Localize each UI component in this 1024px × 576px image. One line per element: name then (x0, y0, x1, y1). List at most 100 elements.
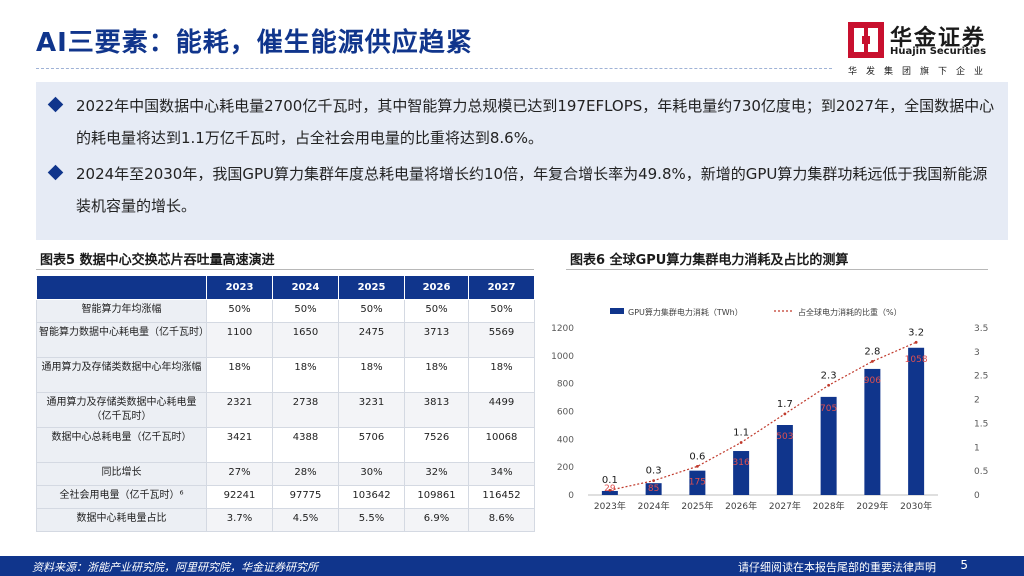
line-data-label: 0.3 (646, 466, 662, 477)
page-number: 5 (960, 558, 968, 572)
table-cell: 1650 (272, 322, 339, 358)
line-data-label: 0.6 (689, 451, 705, 462)
legend-bar-label: GPU算力集群电力消耗（TWh） (628, 307, 743, 317)
row-label: 全社会用电量（亿千瓦时）⁶ (36, 485, 207, 509)
table-header-cell: 2027 (468, 275, 535, 300)
line-point (608, 488, 612, 492)
table-cell: 6.9% (404, 508, 469, 532)
table-cell: 50% (206, 299, 273, 323)
bar-data-label: 175 (689, 478, 706, 488)
x-tick-label: 2024年 (638, 500, 670, 512)
table-cell: 28% (272, 462, 339, 486)
chart-bar (908, 347, 925, 495)
row-label: 数据中心总耗电量（亿千瓦时） (36, 427, 207, 463)
bar-data-label: 85 (648, 484, 659, 494)
table-cell: 5.5% (338, 508, 405, 532)
row-label: 智能算力数据中心耗电量（亿千瓦时） (36, 322, 209, 358)
y-left-tick-label: 1200 (551, 324, 574, 334)
y-right-tick-label: 1 (974, 443, 980, 453)
y-right-tick-label: 2.5 (974, 372, 988, 382)
line-point (827, 383, 831, 387)
line-point (739, 441, 743, 444)
table-cell: 18% (338, 357, 405, 393)
y-left-tick-label: 400 (557, 435, 574, 445)
table-cell: 3421 (206, 427, 273, 463)
logo-english-name: Huajin Securities (890, 46, 987, 57)
table-row: 全社会用电量（亿千瓦时）⁶ 92241 97775 103642 109861 … (36, 485, 535, 509)
table-cell: 2475 (338, 322, 405, 358)
bar-data-label: 316 (733, 458, 750, 468)
table-cell: 27% (206, 462, 273, 486)
huajin-logo-icon (848, 22, 884, 58)
x-tick-label: 2027年 (769, 500, 801, 512)
table-header-cell: 2023 (206, 275, 273, 300)
bar-data-label: 705 (820, 404, 837, 414)
table-header-cell: 2024 (272, 275, 339, 300)
diamond-bullet-icon (47, 96, 64, 113)
bar-data-label: 906 (864, 376, 881, 386)
chart-bar (601, 490, 618, 495)
table-cell: 5569 (468, 322, 535, 358)
summary-bullet-text: 2024年至2030年，我国GPU算力集群年度总耗电量将增长约10倍，年复合增长… (76, 165, 988, 215)
bar-data-label: 503 (776, 432, 793, 442)
chart-bar (864, 368, 881, 495)
header-divider (36, 68, 832, 69)
table-cell: 3713 (404, 322, 469, 358)
table-cell: 8.6% (468, 508, 535, 532)
table-cell: 50% (468, 299, 535, 323)
y-left-tick-label: 1000 (551, 352, 574, 362)
legend-line-label: 占全球电力消耗的比重（%） (798, 307, 902, 317)
line-point (652, 479, 656, 483)
table-header-cell: 2026 (404, 275, 469, 300)
power-consumption-table: 2023 2024 2025 2026 2027 智能算力年均涨幅 50% 50… (36, 275, 535, 532)
table-row: 同比增长 27% 28% 30% 32% 34% (36, 462, 535, 486)
page-title: AI三要素：能耗，催生能源供应趋紧 (36, 28, 473, 58)
table-cell: 97775 (272, 485, 339, 509)
footer-bar: 资料来源：浙能产业研究院，阿里研究院，华金证券研究所 请仔细阅读在本报告尾部的重… (0, 556, 1024, 576)
table-cell: 2738 (272, 392, 339, 428)
line-data-label: 1.1 (733, 428, 749, 439)
chart-bar (645, 483, 662, 495)
line-point (914, 340, 918, 344)
legend-bar-swatch (610, 308, 624, 314)
table-row: 智能算力年均涨幅 50% 50% 50% 50% 50% (36, 299, 535, 323)
company-logo: 华金证券 Huajin Securities 华发集团旗下企业 (848, 18, 1008, 78)
x-tick-label: 2023年 (594, 500, 626, 512)
table-cell: 4499 (468, 392, 535, 428)
chart-bar (733, 451, 750, 495)
y-left-tick-label: 800 (557, 380, 574, 390)
diamond-bullet-icon (47, 164, 64, 181)
table-section-title: 图表5 数据中心交换芯片吞吐量高速演进 (40, 253, 275, 268)
table-cell: 3.7% (206, 508, 273, 532)
chart-title-underline (566, 269, 988, 270)
line-point (695, 464, 699, 468)
chart-line-series (609, 341, 917, 491)
table-cell: 92241 (206, 485, 273, 509)
chart-bar (820, 396, 837, 495)
table-cell: 18% (206, 357, 273, 393)
footer-disclaimer: 请仔细阅读在本报告尾部的重要法律声明 (738, 561, 936, 574)
y-right-tick-label: 0.5 (974, 467, 988, 477)
row-label: 通用算力及存储类数据中心年均涨幅 (36, 357, 207, 393)
line-data-label: 2.3 (821, 370, 837, 381)
table-cell: 116452 (468, 485, 535, 509)
table-cell: 30% (338, 462, 405, 486)
table-cell: 18% (272, 357, 339, 393)
row-label: 通用算力及存储类数据中心耗电量（亿千瓦时） (36, 392, 207, 428)
table-row: 智能算力数据中心耗电量（亿千瓦时） 1100 1650 2475 3713 55… (36, 322, 535, 358)
table-cell: 2321 (206, 392, 273, 428)
table-header-cell: 2025 (338, 275, 405, 300)
table-cell: 32% (404, 462, 469, 486)
row-label: 数据中心耗电量占比 (36, 508, 207, 532)
chart-section-title: 图表6 全球GPU算力集群电力消耗及占比的测算 (570, 253, 849, 268)
y-left-tick-label: 200 (557, 463, 574, 473)
table-header-row: 2023 2024 2025 2026 2027 (36, 275, 535, 300)
table-cell: 5706 (338, 427, 405, 463)
table-cell: 50% (272, 299, 339, 323)
table-cell: 3231 (338, 392, 405, 428)
table-title-underline (36, 269, 534, 270)
line-data-label: 2.8 (864, 346, 880, 357)
table-cell: 7526 (404, 427, 469, 463)
y-right-tick-label: 3.5 (974, 324, 988, 334)
bar-data-label: 1058 (905, 355, 928, 365)
